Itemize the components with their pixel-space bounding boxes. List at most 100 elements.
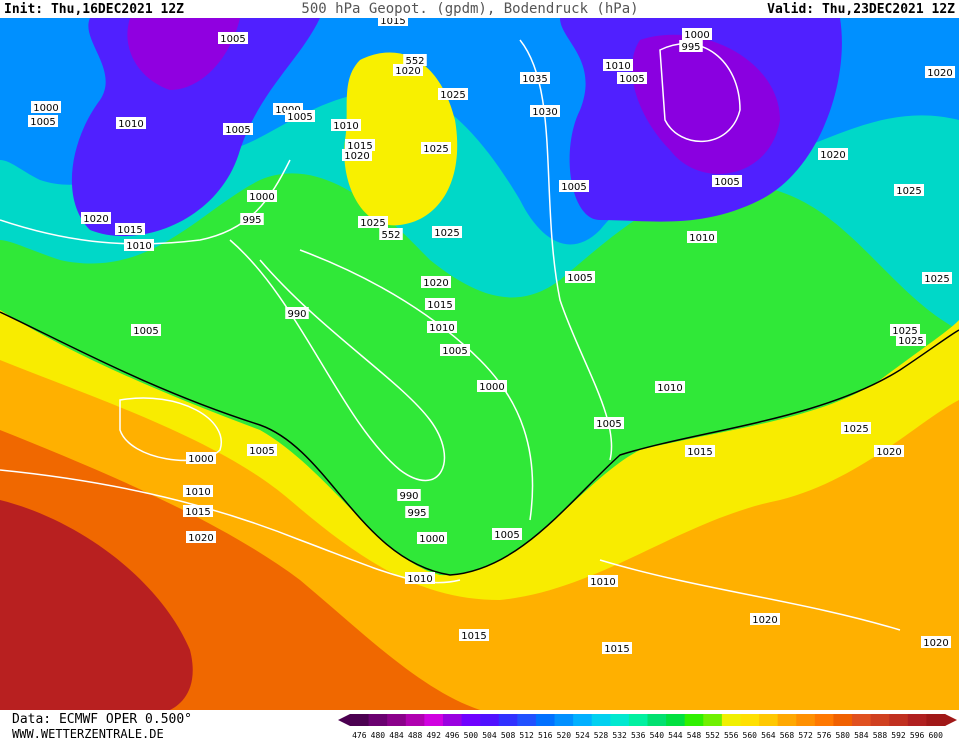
map-title: 500 hPa Geopot. (gpdm), Bodendruck (hPa) bbox=[301, 1, 638, 17]
isobar-labels: 1005101555210201000995101010051020103510… bbox=[28, 14, 955, 655]
isobar-label: 1015 bbox=[427, 300, 452, 311]
isobar-label: 1010 bbox=[118, 119, 143, 130]
colorbar-arrow-right bbox=[945, 714, 957, 726]
colorbar-swatch bbox=[517, 714, 537, 726]
colorbar-swatch bbox=[424, 714, 444, 726]
colorbar-label: 528 bbox=[594, 731, 609, 740]
colorbar-label: 568 bbox=[780, 731, 795, 740]
colorbar: 476 480 484 488 492 496 500 504 508 512 516 520 524 5… bbox=[338, 714, 957, 740]
label-box bbox=[285, 110, 315, 122]
colorbar-label: 576 bbox=[817, 731, 832, 740]
colorbar-label: 516 bbox=[538, 731, 553, 740]
isobar-label: 1035 bbox=[522, 74, 547, 85]
isobar-label: 552 bbox=[405, 56, 424, 67]
isobar-label: 1005 bbox=[619, 74, 644, 85]
isobar-label: 1005 bbox=[30, 117, 55, 128]
label-box bbox=[247, 444, 277, 456]
colorbar-arrow-left bbox=[338, 714, 350, 726]
isobar-label: 995 bbox=[242, 215, 261, 226]
isobar-label: 1030 bbox=[532, 107, 557, 118]
isobar-label: 1020 bbox=[188, 533, 213, 544]
colorbar-swatch bbox=[628, 714, 648, 726]
colorbar-swatch bbox=[647, 714, 667, 726]
label-box bbox=[925, 66, 955, 78]
label-box bbox=[28, 115, 58, 127]
label-box bbox=[31, 101, 61, 113]
colorbar-label: 520 bbox=[557, 731, 572, 740]
data-source: Data: ECMWF OPER 0.500° bbox=[12, 712, 192, 727]
label-box bbox=[183, 485, 213, 497]
isobar-label: 1000 bbox=[33, 103, 58, 114]
label-box bbox=[358, 216, 388, 228]
isobar-label: 1020 bbox=[923, 638, 948, 649]
label-box bbox=[603, 59, 633, 71]
label-box bbox=[896, 334, 926, 346]
label-box bbox=[750, 613, 780, 625]
label-box bbox=[432, 226, 462, 238]
isobar-label: 1020 bbox=[395, 66, 420, 77]
colorbar-label: 504 bbox=[482, 731, 497, 740]
colorbar-swatch bbox=[907, 714, 927, 726]
colorbar-swatch bbox=[368, 714, 388, 726]
label-box bbox=[565, 271, 595, 283]
colorbar-label: 540 bbox=[650, 731, 665, 740]
colorbar-label: 532 bbox=[612, 731, 627, 740]
isobar-label: 1005 bbox=[442, 346, 467, 357]
colorbar-label: 600 bbox=[928, 731, 943, 740]
isobar-label: 1010 bbox=[657, 383, 682, 394]
label-box bbox=[131, 324, 161, 336]
isobar bbox=[119, 397, 223, 462]
label-box bbox=[655, 381, 685, 393]
label-box bbox=[492, 528, 522, 540]
colorbar-swatch bbox=[889, 714, 909, 726]
colorbar-swatch bbox=[591, 714, 611, 726]
colorbar-swatch bbox=[852, 714, 872, 726]
isobar-label: 1015 bbox=[604, 644, 629, 655]
isobar-label: 1010 bbox=[333, 121, 358, 132]
isobar-label: 1025 bbox=[924, 274, 949, 285]
label-box bbox=[685, 445, 715, 457]
label-box bbox=[425, 298, 455, 310]
label-box bbox=[687, 231, 717, 243]
label-box bbox=[922, 272, 952, 284]
isobar-label: 1025 bbox=[843, 424, 868, 435]
label-box bbox=[477, 380, 507, 392]
label-box bbox=[223, 123, 253, 135]
isobar-label: 1005 bbox=[714, 177, 739, 188]
label-box bbox=[115, 223, 145, 235]
colorbar-swatch bbox=[554, 714, 574, 726]
colorbar-label: 508 bbox=[501, 731, 516, 740]
colorbar-swatch bbox=[461, 714, 481, 726]
isobar-label: 1005 bbox=[133, 326, 158, 337]
label-box bbox=[405, 572, 435, 584]
isobar-label: 1020 bbox=[83, 214, 108, 225]
label-box bbox=[81, 212, 111, 224]
label-box bbox=[712, 175, 742, 187]
label-box bbox=[594, 417, 624, 429]
isobar-label: 1025 bbox=[360, 218, 385, 229]
isobar-label: 1020 bbox=[876, 447, 901, 458]
label-box bbox=[559, 180, 589, 192]
field-purple-west bbox=[127, 18, 240, 90]
colorbar-swatch bbox=[573, 714, 593, 726]
label-box bbox=[874, 445, 904, 457]
isobar-label: 1010 bbox=[126, 241, 151, 252]
label-box bbox=[186, 452, 216, 464]
colorbar-label: 556 bbox=[724, 731, 739, 740]
isobar-label: 1015 bbox=[347, 141, 372, 152]
colorbar-label: 564 bbox=[761, 731, 776, 740]
isobar-label: 1020 bbox=[927, 68, 952, 79]
label-box bbox=[393, 64, 423, 76]
colorbar-swatch bbox=[721, 714, 741, 726]
isobar-label: 1010 bbox=[689, 233, 714, 244]
label-box bbox=[405, 506, 429, 518]
isobar-label: 1010 bbox=[407, 574, 432, 585]
label-box bbox=[921, 636, 951, 648]
label-box bbox=[247, 190, 277, 202]
colorbar-swatch bbox=[926, 714, 946, 726]
field-yellow-north bbox=[344, 52, 458, 226]
header-bar bbox=[0, 0, 959, 18]
colorbar-label: 484 bbox=[389, 731, 404, 740]
valid-text: Valid: Thu,23DEC2021 12Z bbox=[767, 2, 955, 17]
